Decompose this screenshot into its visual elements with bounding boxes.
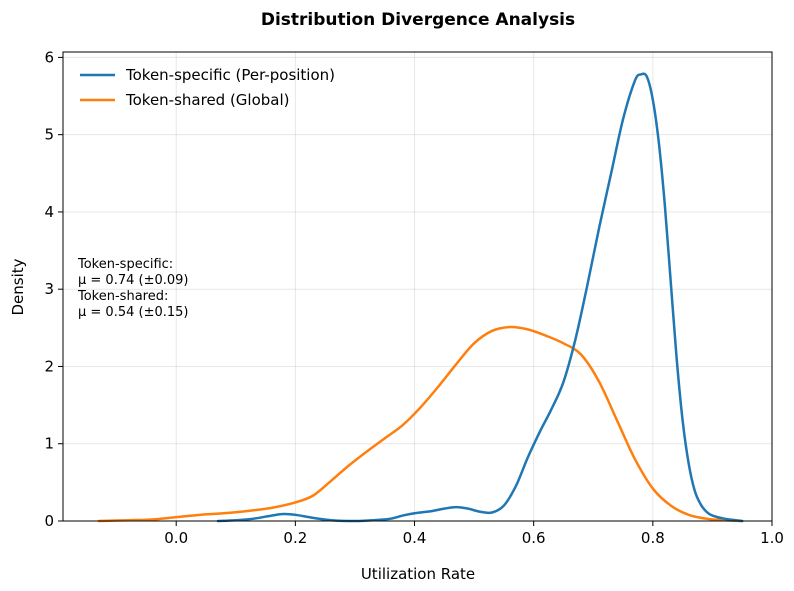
x-tick-label: 0.2: [283, 529, 307, 547]
legend-label-token-specific: Token-specific (Per-position): [125, 66, 335, 84]
legend: Token-specific (Per-position) Token-shar…: [80, 66, 335, 109]
plot-area-frame: [62, 51, 773, 522]
annotation-line-3: Token-shared:: [77, 289, 168, 304]
x-tick-label: 0.8: [641, 529, 665, 547]
y-tick-label: 0: [44, 512, 54, 530]
annotation-line-1: Token-specific:: [77, 257, 173, 272]
grid: [63, 52, 773, 522]
y-tick-label: 6: [44, 48, 54, 66]
x-tick-label: 0.0: [164, 529, 188, 547]
y-tick-label: 4: [44, 203, 54, 221]
x-axis-ticks: 0.0 0.2 0.4 0.6 0.8 1.0: [164, 521, 784, 547]
x-tick-label: 0.6: [522, 529, 546, 547]
y-axis-label: Density: [9, 258, 27, 315]
x-tick-label: 1.0: [760, 529, 784, 547]
chart-title: Distribution Divergence Analysis: [261, 10, 575, 30]
y-tick-label: 3: [44, 280, 54, 298]
y-axis-ticks: 0 1 2 3 4 5 6: [44, 48, 63, 530]
x-axis-label: Utilization Rate: [361, 565, 475, 583]
annotation-line-2: μ = 0.74 (±0.09): [78, 273, 189, 288]
series-line-token-shared: [97, 325, 744, 523]
y-tick-label: 5: [44, 126, 54, 144]
x-tick-label: 0.4: [403, 529, 427, 547]
legend-label-token-shared: Token-shared (Global): [125, 91, 290, 109]
y-tick-label: 1: [44, 435, 54, 453]
stats-annotation: Token-specific: μ = 0.74 (±0.09) Token-s…: [77, 257, 189, 320]
annotation-line-4: μ = 0.54 (±0.15): [78, 305, 189, 320]
y-tick-label: 2: [44, 357, 54, 375]
